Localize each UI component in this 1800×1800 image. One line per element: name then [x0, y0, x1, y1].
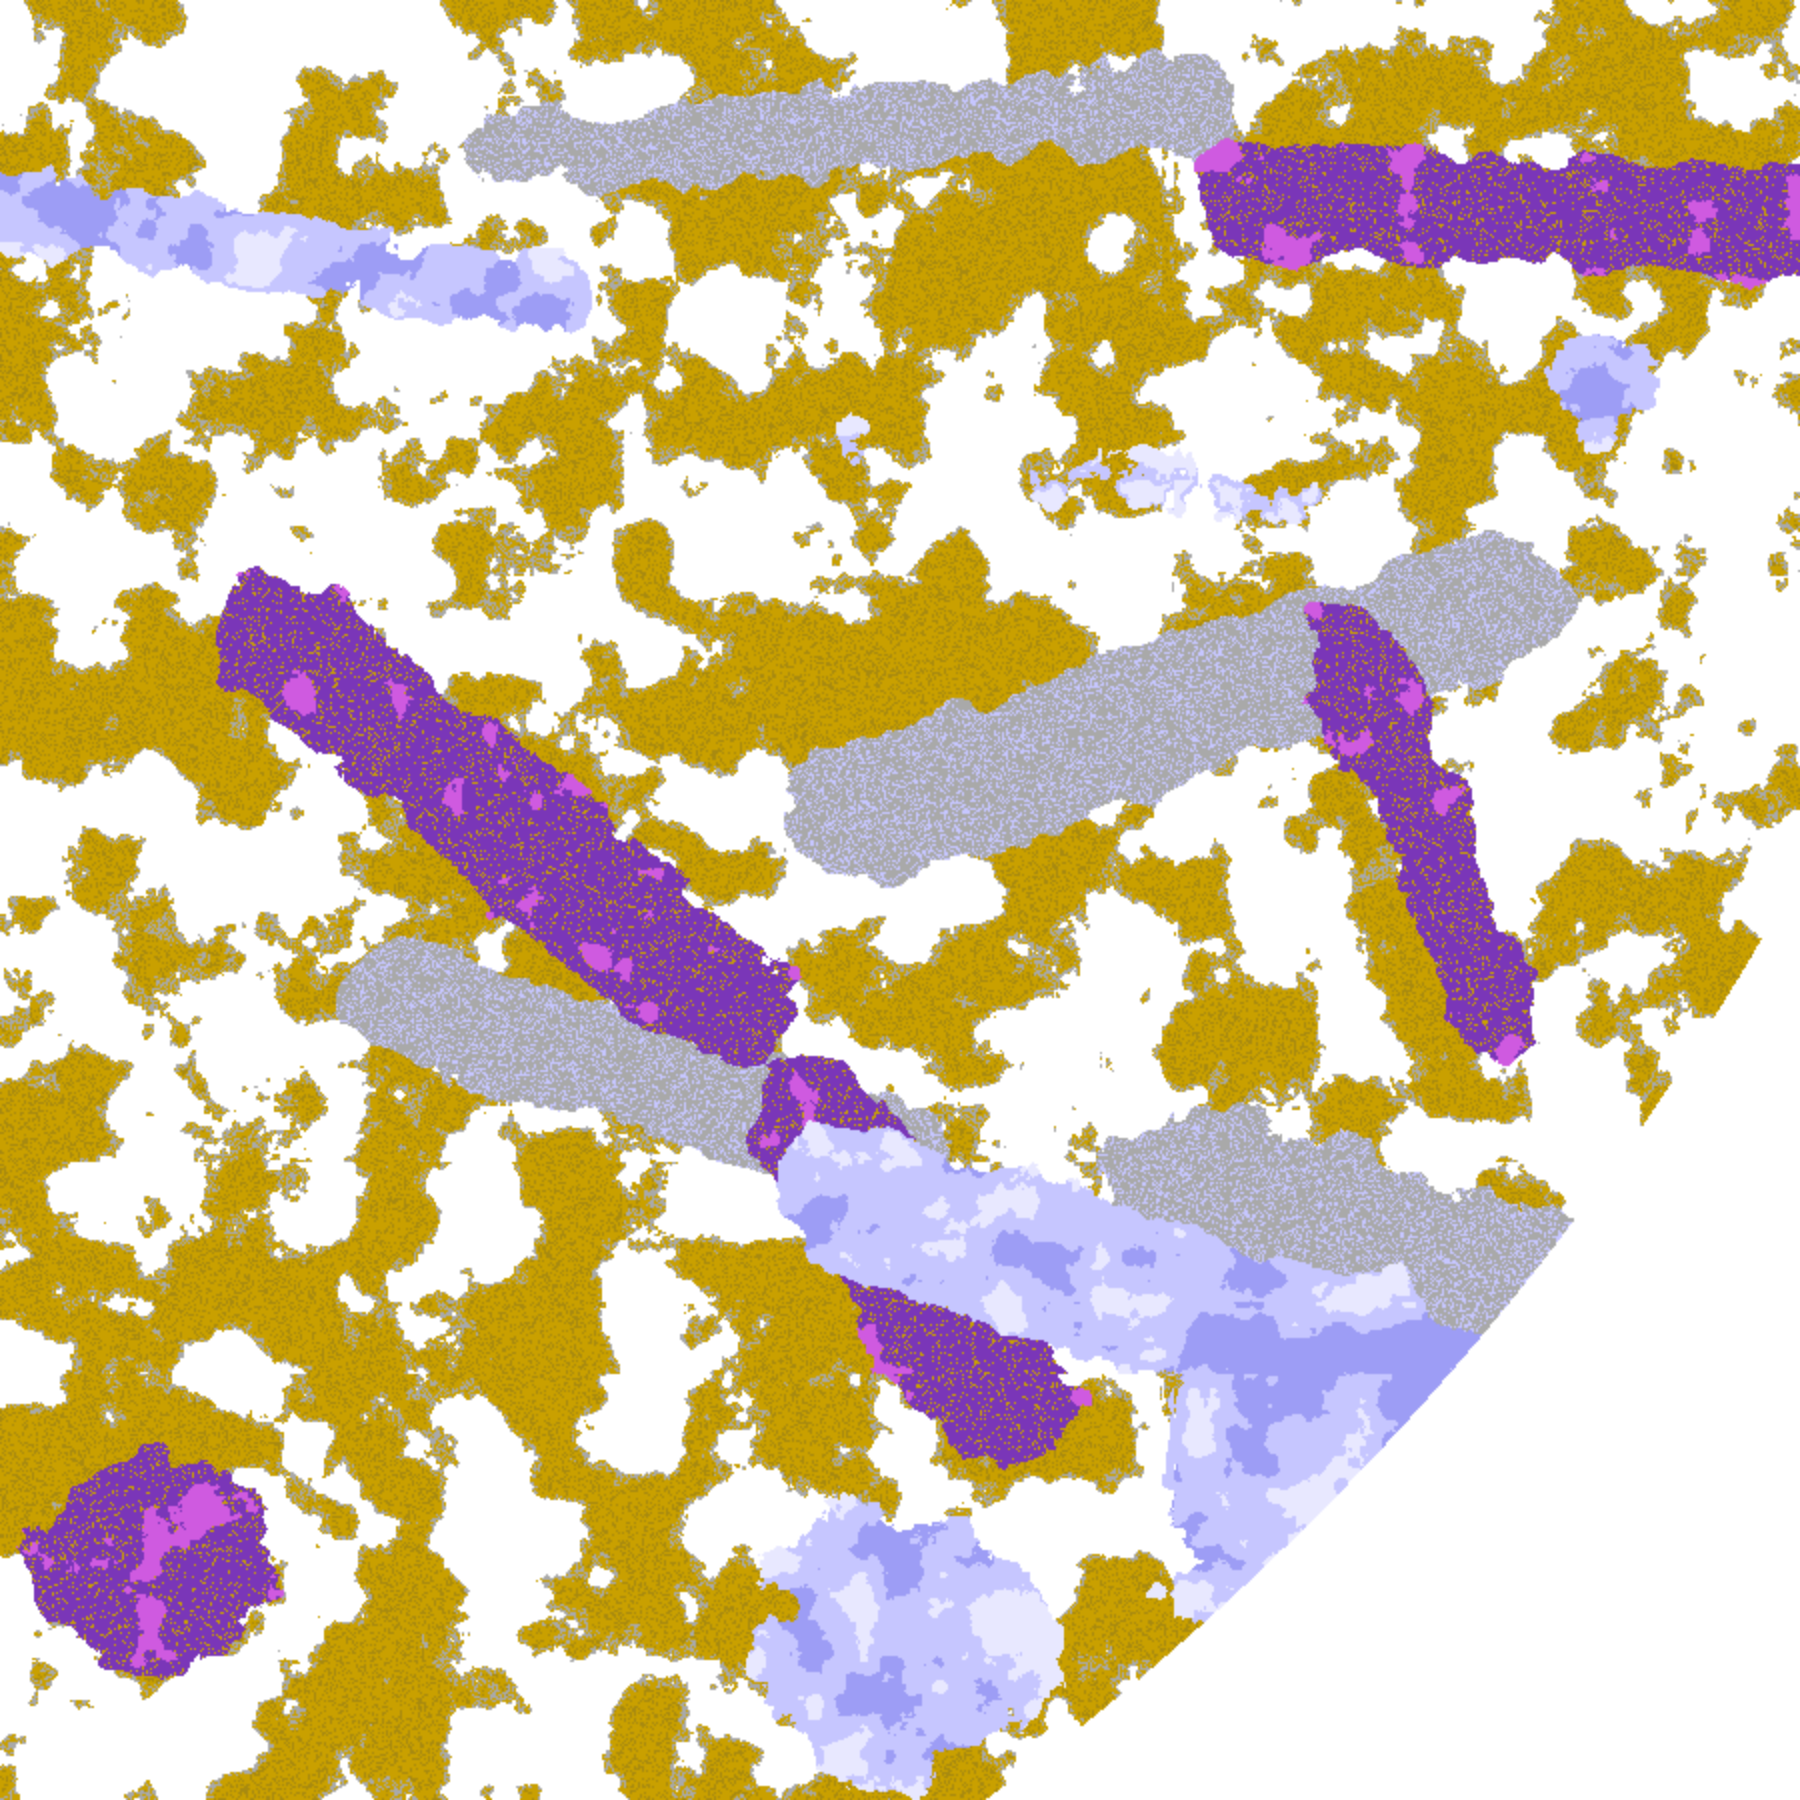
- satellite-image: [0, 0, 1800, 1800]
- cloud-imagery-canvas: [0, 0, 1800, 1800]
